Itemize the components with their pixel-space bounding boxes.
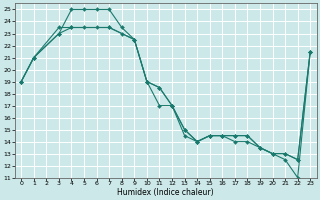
X-axis label: Humidex (Indice chaleur): Humidex (Indice chaleur) [117, 188, 214, 197]
